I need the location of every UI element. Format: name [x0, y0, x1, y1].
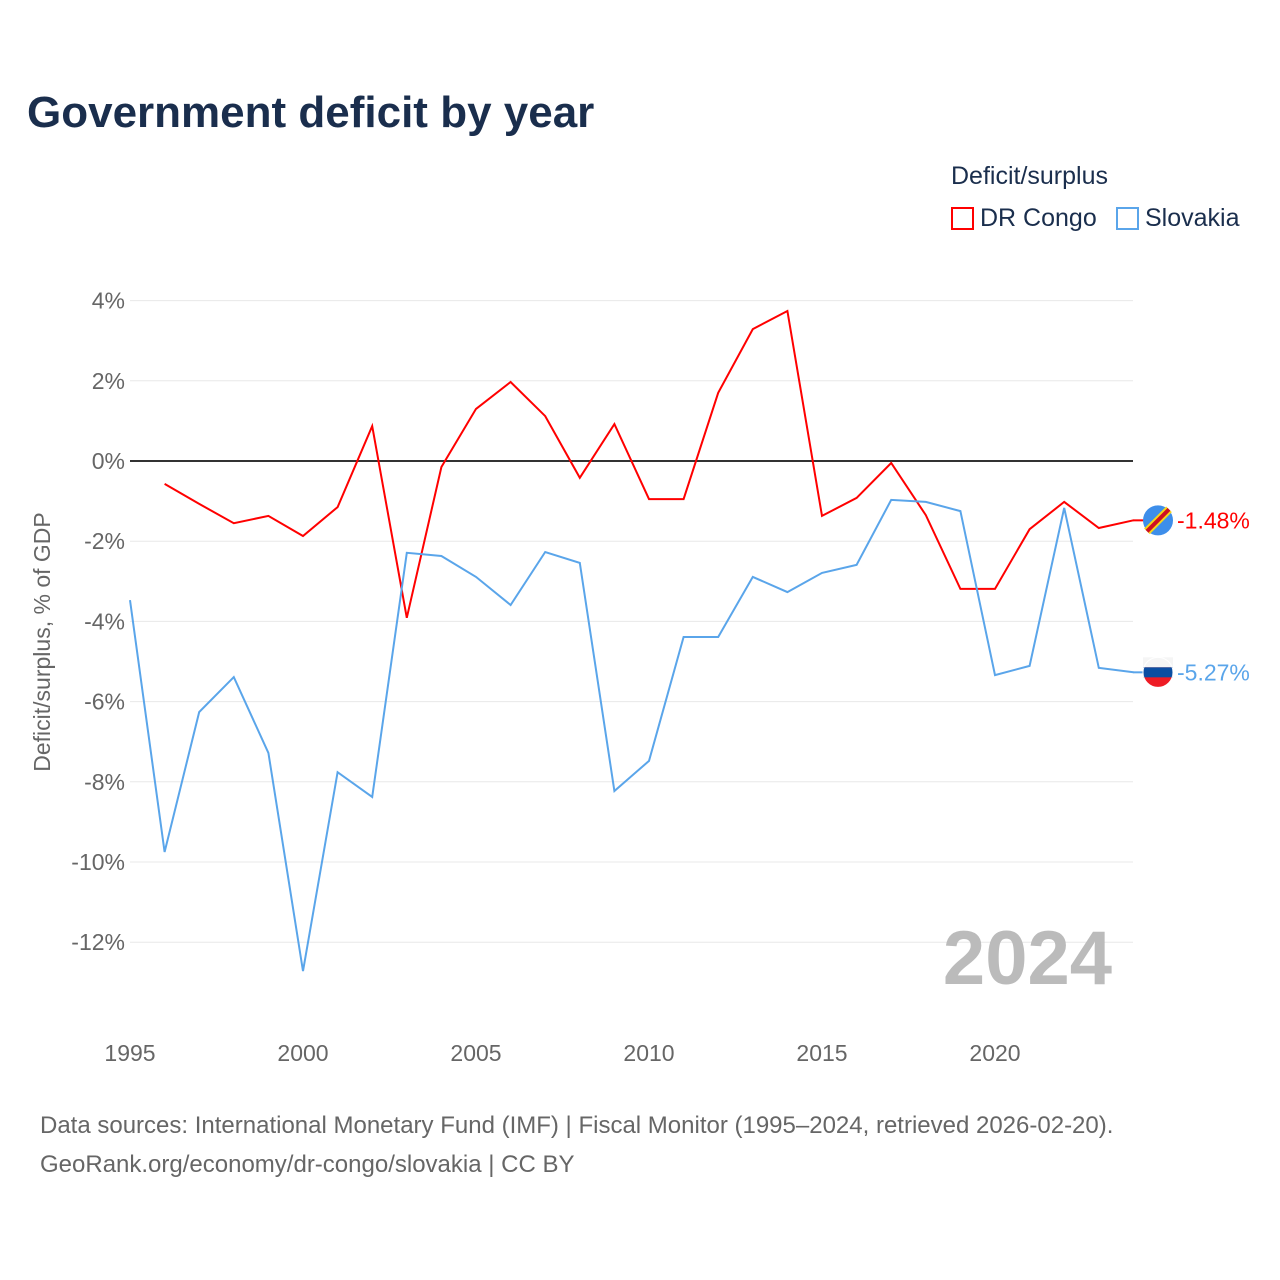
end-value-label: -1.48% — [1177, 507, 1250, 533]
x-tick-label: 2020 — [969, 1040, 1020, 1066]
x-tick-label: 2005 — [450, 1040, 501, 1066]
legend-swatch — [951, 207, 974, 230]
flag-border — [1142, 656, 1174, 688]
x-tick-label: 2010 — [623, 1040, 674, 1066]
y-tick-label: -2% — [84, 528, 125, 554]
x-tick-label: 1995 — [104, 1040, 155, 1066]
y-tick-label: 2% — [92, 368, 125, 394]
y-tick-label: -6% — [84, 689, 125, 715]
chart-title: Government deficit by year — [27, 88, 595, 137]
y-tick-label: -8% — [84, 769, 125, 795]
source-link[interactable]: GeoRank.org/economy/dr-congo/slovakia | … — [40, 1151, 575, 1178]
y-tick-label: -12% — [71, 929, 125, 955]
source-line: Data sources: International Monetary Fun… — [40, 1112, 1114, 1139]
legend-title: Deficit/surplus — [951, 162, 1108, 190]
legend-item-slovakia[interactable]: Slovakia — [1116, 204, 1240, 233]
x-tick-label: 2000 — [277, 1040, 328, 1066]
legend-swatch — [1116, 207, 1139, 230]
y-tick-label: -10% — [71, 849, 125, 875]
flag-stripe — [1145, 507, 1171, 533]
legend-label: DR Congo — [980, 204, 1097, 232]
series-line-slovakia — [129, 498, 1134, 972]
series-line-dr-congo — [164, 309, 1134, 619]
flag-stripe — [1143, 667, 1173, 678]
y-tick-label: -4% — [84, 608, 125, 634]
x-tick-label: 2015 — [796, 1040, 847, 1066]
y-axis-label: Deficit/surplus, % of GDP — [29, 512, 55, 771]
end-value-label: -5.27% — [1177, 659, 1250, 685]
y-tick-label: 4% — [92, 288, 125, 314]
legend-label: Slovakia — [1145, 204, 1240, 232]
legend-item-dr-congo[interactable]: DR Congo — [951, 204, 1097, 233]
year-watermark: 2024 — [943, 916, 1112, 1001]
flag-stripe — [1143, 657, 1173, 668]
source-note: Data sources: International Monetary Fun… — [40, 1106, 1113, 1184]
y-tick-label: 0% — [92, 448, 125, 474]
